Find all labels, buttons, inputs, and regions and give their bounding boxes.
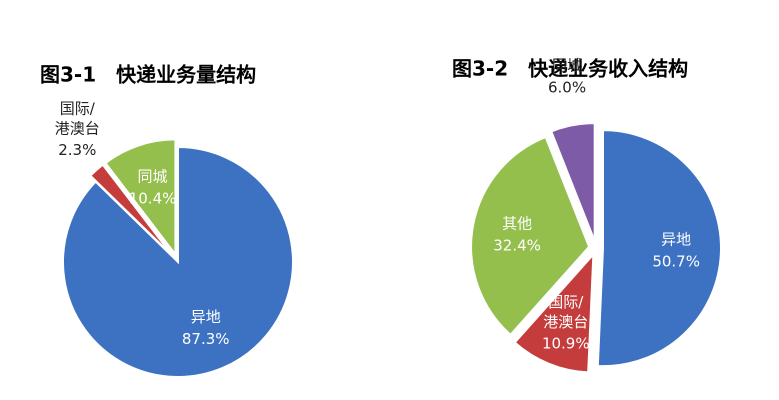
slice-label: 其他	[502, 214, 532, 232]
chart-title: 图3-2 快递业务收入结构	[452, 57, 688, 81]
value-label: 6.0%	[548, 79, 586, 97]
pie-slice	[62, 145, 294, 378]
pie-slice	[549, 122, 596, 242]
slice-label: 国际/港澳台	[543, 293, 588, 331]
value-label: 32.4%	[493, 236, 541, 254]
value-label: 50.7%	[652, 252, 700, 270]
pie-slice	[513, 251, 595, 374]
pie-slice	[596, 129, 722, 368]
slice-label: 异地	[191, 308, 221, 326]
slice-label: 同城	[552, 57, 582, 75]
value-label: 10.9%	[542, 335, 590, 353]
pie-slice	[470, 135, 591, 337]
pie-slice	[104, 138, 177, 258]
value-label: 87.3%	[182, 330, 230, 348]
pie-slice	[88, 163, 174, 257]
value-label: 10.4%	[129, 189, 177, 207]
slice-label: 国际/港澳台	[55, 99, 100, 137]
slice-label: 同城	[138, 167, 168, 185]
chart-title: 图3-1 快递业务量结构	[40, 63, 256, 87]
slice-label: 异地	[661, 230, 691, 248]
value-label: 2.3%	[58, 141, 96, 159]
